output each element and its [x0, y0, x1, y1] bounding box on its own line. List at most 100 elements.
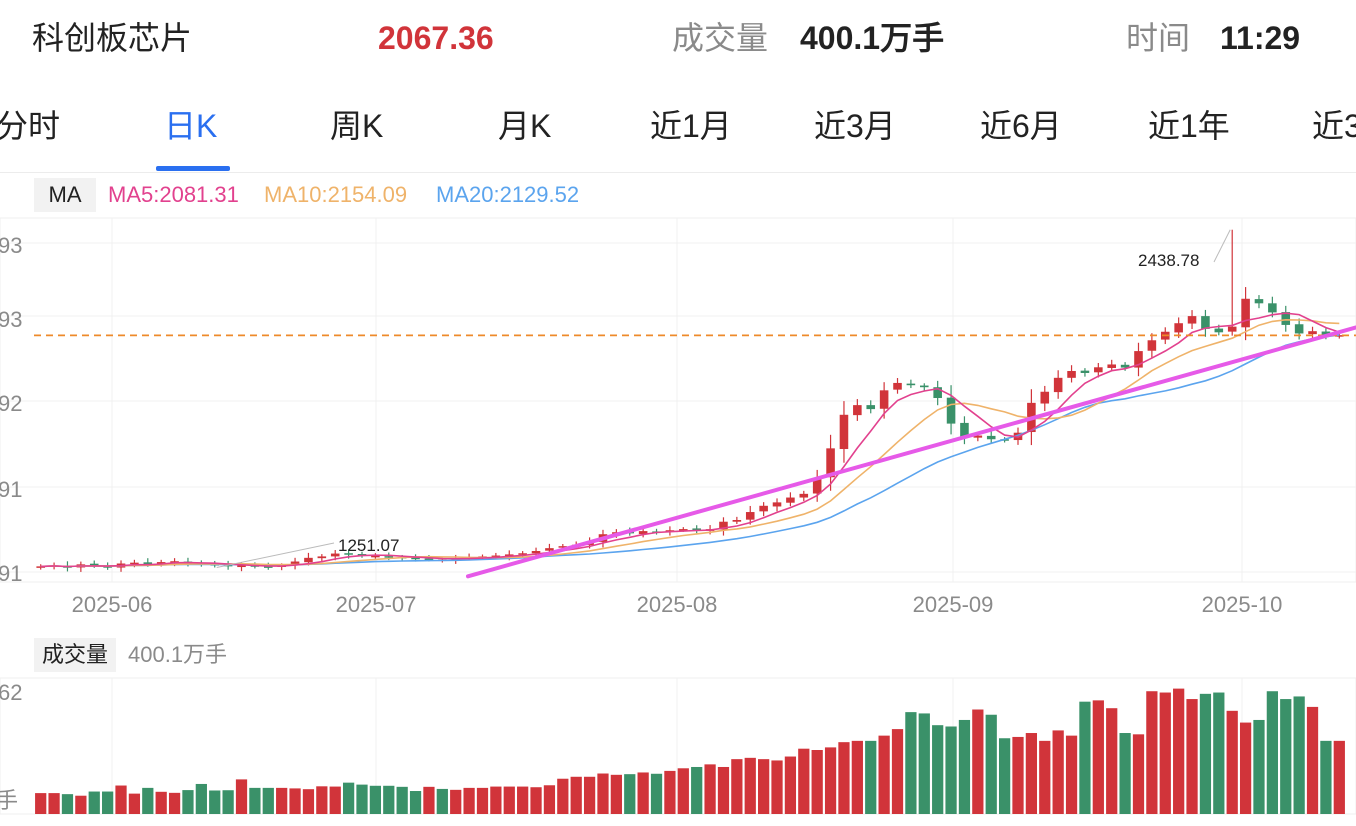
candle-body: [1040, 391, 1050, 404]
candle-body: [638, 531, 648, 535]
volume-bar: [1052, 730, 1064, 814]
candle-body: [237, 564, 246, 568]
candle-body: [130, 562, 139, 565]
candle-body: [143, 562, 153, 565]
volume-bar: [342, 782, 355, 814]
min-low-label: 1251.07: [338, 536, 399, 555]
x-tick-label: 2025-10: [1202, 592, 1283, 617]
volume-bar: [998, 738, 1011, 814]
ma-badge[interactable]: MA: [34, 178, 96, 212]
candle-body: [1335, 335, 1344, 337]
volume-badge[interactable]: 成交量: [34, 638, 116, 672]
volume-legend: 成交量 400.1万手: [0, 636, 1356, 676]
volume-bar: [838, 742, 850, 814]
volume-value: 400.1万手: [800, 20, 945, 56]
volume-bar: [570, 776, 582, 814]
volume-bar: [262, 787, 274, 814]
volume-bar: [758, 759, 770, 814]
volume-bar: [1173, 688, 1185, 814]
index-name: 科创板芯片: [32, 20, 193, 56]
candle-body: [504, 554, 514, 557]
candle-body: [1120, 364, 1130, 368]
volume-bar: [918, 713, 930, 814]
candle-body: [960, 422, 969, 437]
ma10-line: [40, 318, 1340, 568]
volume-bar: [932, 725, 944, 814]
volume-bar: [155, 791, 167, 814]
volume-bar: [583, 776, 596, 814]
ma-legend: MA MA5:2081.31 MA10:2154.09 MA20:2129.52: [0, 176, 1356, 216]
volume-label: 成交量: [672, 20, 769, 56]
tab-6-months[interactable]: 近6月: [980, 108, 1062, 144]
tab-3-months[interactable]: 近3月: [814, 108, 896, 144]
candle-body: [973, 435, 983, 438]
tab-3-years[interactable]: 近3: [1312, 108, 1356, 144]
volume-bar: [235, 779, 248, 814]
y-tick-label: 91: [0, 561, 22, 586]
volume-bar: [1239, 722, 1252, 814]
volume-bar: [784, 756, 797, 814]
candle-body: [357, 554, 367, 556]
volume-bar: [128, 793, 141, 814]
candle-body: [732, 520, 742, 522]
candle-body: [826, 448, 835, 478]
candle-body: [853, 405, 862, 416]
candle-body: [1308, 331, 1317, 335]
volume-bar: [878, 735, 890, 814]
volume-bar: [276, 787, 288, 814]
volume-bar: [1213, 692, 1225, 814]
candle-body: [1214, 328, 1224, 333]
volume-bar: [717, 766, 730, 814]
candle-body: [156, 562, 166, 564]
volume-bar: [557, 778, 569, 814]
candle-body: [1053, 377, 1063, 393]
volume-bar: [624, 774, 636, 814]
volume-bar: [88, 791, 100, 814]
candle-body: [1187, 316, 1197, 324]
tab-intraday[interactable]: 分时: [0, 108, 61, 144]
candle-body: [1268, 303, 1277, 313]
volume-bar: [222, 790, 234, 814]
volume-bar: [302, 789, 315, 814]
volume-bar: [168, 792, 181, 814]
candle-body: [1107, 364, 1116, 368]
volume-bar: [610, 774, 622, 814]
volume-bar: [865, 740, 877, 814]
ma20-value: MA20:2129.52: [436, 182, 580, 207]
y-tick-label: 93: [0, 233, 22, 258]
candle-body: [1067, 370, 1076, 378]
max-high-label: 2438.78: [1138, 251, 1199, 270]
tab-monthly-k[interactable]: 月K: [498, 108, 552, 144]
tab-daily-k[interactable]: 日K: [164, 108, 218, 144]
quote-header: 科创板芯片 2067.36 成交量 400.1万手 时间 11:29: [0, 0, 1356, 80]
candle-body: [1294, 324, 1304, 334]
volume-bar: [771, 760, 783, 814]
tab-1-year[interactable]: 近1年: [1148, 108, 1230, 144]
candle-body: [1281, 312, 1291, 325]
candle-body: [1147, 340, 1157, 351]
candle-body: [772, 502, 782, 507]
volume-bar: [1306, 706, 1319, 814]
candle-body: [1201, 316, 1210, 329]
candle-body: [290, 561, 300, 565]
time-value: 11:29: [1220, 20, 1301, 56]
candle-body: [1174, 323, 1183, 333]
tab-1-month[interactable]: 近1月: [650, 108, 732, 144]
candle-body: [920, 385, 929, 388]
volume-bar: [650, 773, 663, 814]
tab-weekly-k[interactable]: 周K: [330, 108, 384, 144]
volume-bar: [517, 786, 529, 814]
volume-bar: [476, 787, 489, 814]
volume-bar: [704, 764, 716, 814]
volume-bar: [744, 757, 756, 814]
y-tick-label: 92: [0, 391, 22, 416]
volume-bar: [356, 784, 368, 814]
volume-bar: [958, 719, 971, 814]
candle-body: [679, 529, 688, 531]
candle-body: [317, 556, 327, 559]
candle-body: [1094, 367, 1103, 373]
volume-bar: [972, 709, 984, 814]
candle-body: [424, 558, 434, 561]
volume-bar: [115, 785, 127, 814]
